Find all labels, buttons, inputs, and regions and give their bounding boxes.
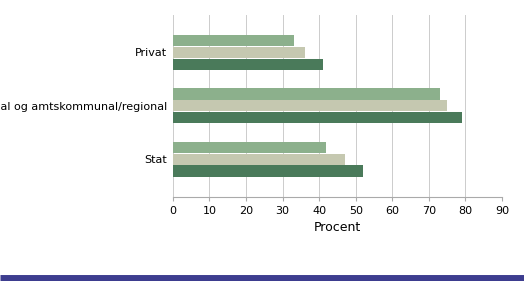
Bar [173, 35, 293, 46]
Bar [173, 142, 326, 153]
Legend: 1994, 2003, 2012: 1994, 2003, 2012 [267, 272, 461, 281]
Bar [173, 100, 447, 112]
Bar [173, 89, 440, 100]
Bar [173, 112, 462, 123]
Bar [173, 58, 323, 70]
Bar [173, 166, 363, 177]
Bar [173, 154, 345, 165]
X-axis label: Procent: Procent [314, 221, 361, 234]
Bar [173, 47, 304, 58]
